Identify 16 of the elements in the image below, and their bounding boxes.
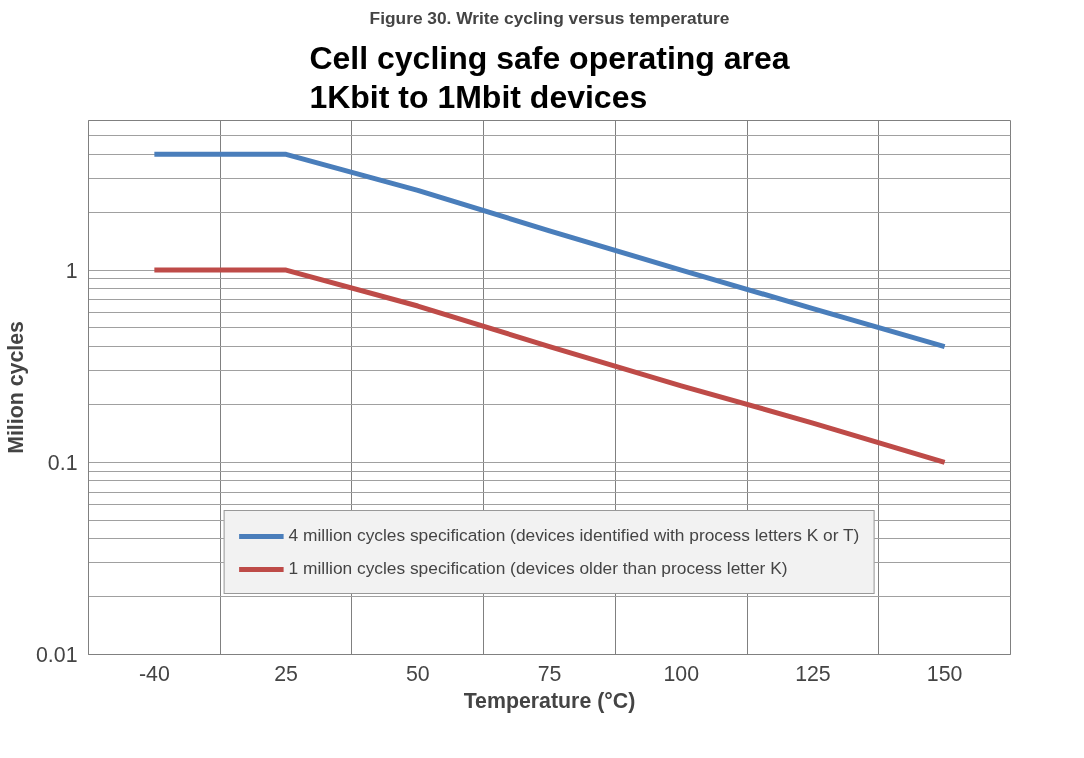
x-tick-label: 150 <box>926 661 963 686</box>
legend-label: 4 million cycles specification (devices identified with process letters K or T) <box>288 525 860 546</box>
x-tick-label: 100 <box>663 661 700 686</box>
x-tick-label: 50 <box>405 661 430 686</box>
x-tick-label: 25 <box>274 661 298 686</box>
y-tick-label: 0.01 <box>35 643 78 667</box>
caption: Figure 30. Write cycling versus temperature <box>369 7 730 28</box>
x-tick-label: -40 <box>138 661 170 686</box>
x-tick-label: 75 <box>537 661 562 686</box>
y-tick-label: 0.1 <box>47 450 78 475</box>
x-tick-label: 125 <box>795 661 831 686</box>
y-axis-title: Milion cycles <box>3 321 28 454</box>
x-axis-title: Temperature (°C) <box>463 688 636 713</box>
chart-title: Cell cycling safe operating area 1Kbit to 1Mbit devices <box>309 39 790 116</box>
y-tick-label: 1 <box>65 258 78 283</box>
legend-label: 1 million cycles specification (devices older than process letter K) <box>288 558 788 579</box>
